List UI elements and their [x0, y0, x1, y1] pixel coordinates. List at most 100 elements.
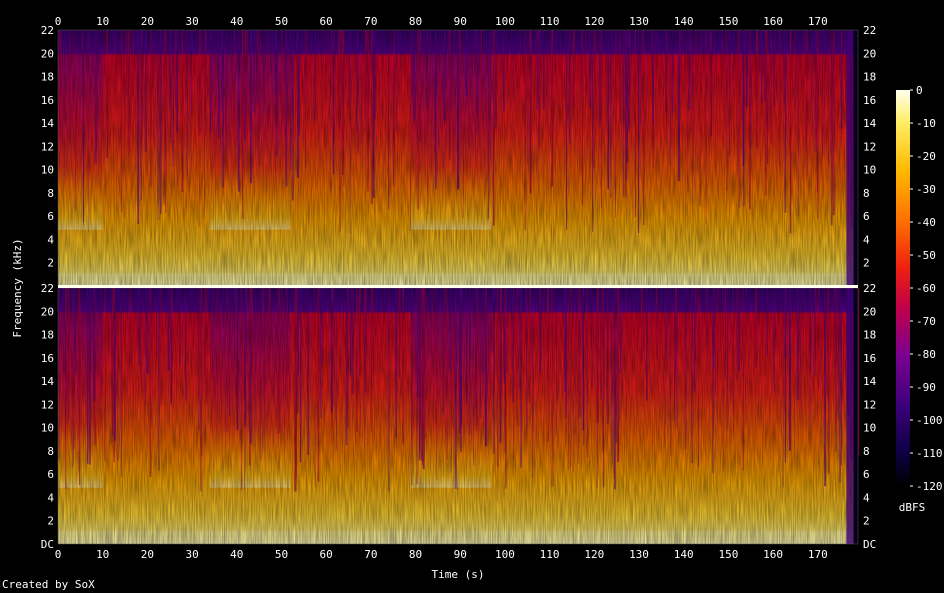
x-tick-label-bottom: 60	[320, 548, 333, 561]
x-tick-label-top: 110	[540, 15, 560, 28]
colorbar-tick-label: -20	[916, 150, 936, 163]
x-tick-label-bottom: 30	[185, 548, 198, 561]
colorbar-tick-label: -120	[916, 480, 943, 493]
texture-overlay	[58, 30, 858, 286]
y-tick-label-left: 6	[47, 468, 54, 481]
colorbar-gradient	[896, 90, 910, 486]
colorbar-tick-label: -30	[916, 183, 936, 196]
y-tick-label-left: 16	[41, 352, 54, 365]
x-tick-label-bottom: 10	[96, 548, 109, 561]
y-tick-label-left: DC	[41, 538, 54, 551]
y-tick-label-right: 22	[863, 282, 876, 295]
x-tick-label-bottom: 170	[808, 548, 828, 561]
colorbar-tick-label: -110	[916, 447, 943, 460]
x-tick-label-bottom: 70	[364, 548, 377, 561]
y-tick-label-right: 6	[863, 210, 870, 223]
spectral-streak	[857, 288, 860, 456]
y-tick-label-left: 2	[47, 515, 54, 528]
x-tick-label-top: 50	[275, 15, 288, 28]
colorbar-tick-label: -70	[916, 315, 936, 328]
x-tick-label-bottom: 40	[230, 548, 243, 561]
y-tick-label-right: 6	[863, 468, 870, 481]
y-tick-label-right: 22	[863, 24, 876, 37]
y-tick-label-left: 10	[41, 164, 54, 177]
x-tick-label-top: 170	[808, 15, 828, 28]
y-tick-label-left: 8	[47, 445, 54, 458]
y-tick-label-left: 16	[41, 94, 54, 107]
y-tick-label-right: 20	[863, 47, 876, 60]
x-tick-label-top: 160	[763, 15, 783, 28]
y-tick-label-left: 22	[41, 24, 54, 37]
x-tick-label-bottom: 110	[540, 548, 560, 561]
x-axis-label: Time (s)	[432, 568, 485, 581]
y-tick-label-left: 14	[41, 117, 55, 130]
y-tick-label-left: 12	[41, 140, 54, 153]
x-tick-label-top: 0	[55, 15, 62, 28]
colorbar-tick-label: 0	[916, 84, 923, 97]
y-tick-label-left: 2	[47, 257, 54, 270]
x-tick-label-top: 120	[584, 15, 604, 28]
trailing-silence	[853, 30, 858, 286]
y-tick-label-right: 14	[863, 117, 877, 130]
y-tick-label-right: 10	[863, 422, 876, 435]
x-tick-label-bottom: 160	[763, 548, 783, 561]
x-tick-label-bottom: 80	[409, 548, 422, 561]
y-tick-label-right: DC	[863, 538, 876, 551]
y-tick-label-right: 16	[863, 352, 876, 365]
y-tick-label-left: 4	[47, 491, 54, 504]
colorbar-tick-label: -60	[916, 282, 936, 295]
y-tick-label-right: 18	[863, 329, 876, 342]
texture-overlay	[58, 288, 858, 544]
y-tick-label-right: 2	[863, 515, 870, 528]
y-tick-label-right: 20	[863, 305, 876, 318]
x-tick-label-top: 40	[230, 15, 243, 28]
y-tick-label-left: 6	[47, 210, 54, 223]
colorbar-tick-label: -50	[916, 249, 936, 262]
x-tick-label-top: 150	[718, 15, 738, 28]
colorbar-tick-label: -40	[916, 216, 936, 229]
colorbar-tick-label: -80	[916, 348, 936, 361]
y-tick-label-right: 8	[863, 445, 870, 458]
y-tick-label-left: 18	[41, 71, 54, 84]
x-tick-label-top: 80	[409, 15, 422, 28]
x-tick-label-bottom: 20	[141, 548, 154, 561]
y-tick-label-right: 4	[863, 233, 870, 246]
x-tick-label-top: 30	[185, 15, 198, 28]
colorbar-tick-label: -100	[916, 414, 943, 427]
y-axis-label: Frequency (kHz)	[11, 238, 24, 337]
channel-separator	[58, 285, 858, 288]
x-tick-label-bottom: 120	[584, 548, 604, 561]
y-tick-label-left: 18	[41, 329, 54, 342]
x-tick-label-bottom: 150	[718, 548, 738, 561]
y-tick-label-left: 22	[41, 282, 54, 295]
x-tick-label-top: 60	[320, 15, 333, 28]
trailing-silence	[853, 288, 858, 544]
y-tick-label-right: 18	[863, 71, 876, 84]
y-tick-label-right: 8	[863, 187, 870, 200]
y-tick-label-right: 12	[863, 398, 876, 411]
y-tick-label-left: 4	[47, 233, 54, 246]
x-tick-label-bottom: 140	[674, 548, 694, 561]
y-tick-label-left: 8	[47, 187, 54, 200]
x-tick-label-bottom: 90	[454, 548, 467, 561]
channel-2-spectrogram	[57, 287, 860, 545]
channel-1-spectrogram	[57, 29, 859, 287]
colorbar-tick-label: -10	[916, 117, 936, 130]
x-tick-label-top: 130	[629, 15, 649, 28]
colorbar-tick-label: -90	[916, 381, 936, 394]
credit-text: Created by SoX	[2, 578, 95, 591]
x-tick-label-bottom: 0	[55, 548, 62, 561]
y-tick-label-right: 4	[863, 491, 870, 504]
x-tick-label-top: 70	[364, 15, 377, 28]
x-tick-label-top: 140	[674, 15, 694, 28]
fade-out	[846, 288, 854, 544]
y-tick-label-right: 10	[863, 164, 876, 177]
x-tick-label-bottom: 100	[495, 548, 515, 561]
y-tick-label-left: 20	[41, 305, 54, 318]
y-tick-label-left: 20	[41, 47, 54, 60]
x-tick-label-bottom: 50	[275, 548, 288, 561]
fade-out	[846, 30, 854, 286]
y-tick-label-left: 12	[41, 398, 54, 411]
x-tick-label-top: 10	[96, 15, 109, 28]
x-tick-label-top: 100	[495, 15, 515, 28]
